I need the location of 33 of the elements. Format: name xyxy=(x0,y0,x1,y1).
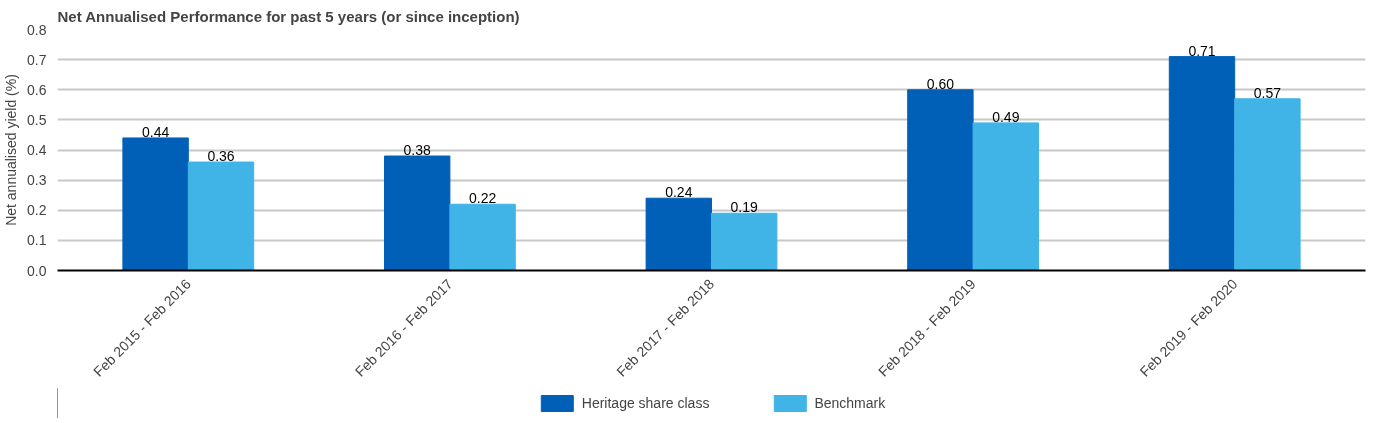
data-label: 0.49 xyxy=(992,108,1020,125)
data-label: 0.38 xyxy=(403,142,432,159)
bar xyxy=(122,137,189,271)
y-tick-label: 0.2 xyxy=(27,202,47,219)
data-label: 0.36 xyxy=(207,148,235,165)
y-tick-label: 0.3 xyxy=(27,172,47,189)
bar xyxy=(907,89,974,271)
data-label: 0.19 xyxy=(730,199,759,216)
data-label: 0.24 xyxy=(665,184,693,201)
bar xyxy=(645,197,712,271)
data-label: 0.71 xyxy=(1188,42,1216,59)
bar xyxy=(187,161,255,271)
y-tick-label: 0.1 xyxy=(27,232,47,249)
y-tick-label: 0.7 xyxy=(27,51,47,68)
data-label: 0.44 xyxy=(141,123,170,140)
data-label: 0.22 xyxy=(468,190,497,207)
y-axis-title: Net annualised yield (%) xyxy=(3,74,20,226)
chart-title: Net Annualised Performance for past 5 years (or since inception) xyxy=(57,7,520,25)
bar xyxy=(1234,98,1301,271)
legend-label: Benchmark xyxy=(814,395,886,411)
y-tick-label: 0.8 xyxy=(27,21,47,38)
y-tick-label: 0.6 xyxy=(27,81,47,98)
bar xyxy=(972,122,1039,271)
y-tick-label: 0.0 xyxy=(27,262,47,279)
bar xyxy=(711,212,778,271)
bar xyxy=(1168,56,1236,271)
bar xyxy=(384,155,451,271)
y-tick-label: 0.5 xyxy=(27,111,47,128)
data-label: 0.60 xyxy=(926,75,955,92)
legend-label: Heritage share class xyxy=(581,395,710,411)
y-tick-label: 0.4 xyxy=(27,142,47,158)
data-label: 0.57 xyxy=(1253,84,1282,101)
bar xyxy=(449,203,516,271)
